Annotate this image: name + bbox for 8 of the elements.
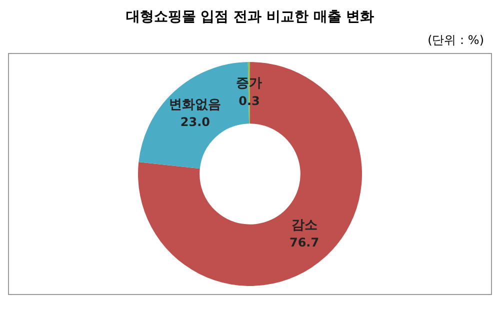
data-label: 0.3 xyxy=(238,94,260,108)
slice-label: 감소 xyxy=(291,218,318,233)
slice-label: 증가 xyxy=(236,76,262,92)
slice-label: 변화없음 xyxy=(169,97,222,112)
text: (단위 : %) xyxy=(426,32,484,49)
chart-title: 대형쇼핑몰 입점 전과 비교한 매출 변화 xyxy=(124,8,376,26)
data-label: 23.0 xyxy=(180,115,210,130)
data-label: 76.7 xyxy=(289,236,320,250)
